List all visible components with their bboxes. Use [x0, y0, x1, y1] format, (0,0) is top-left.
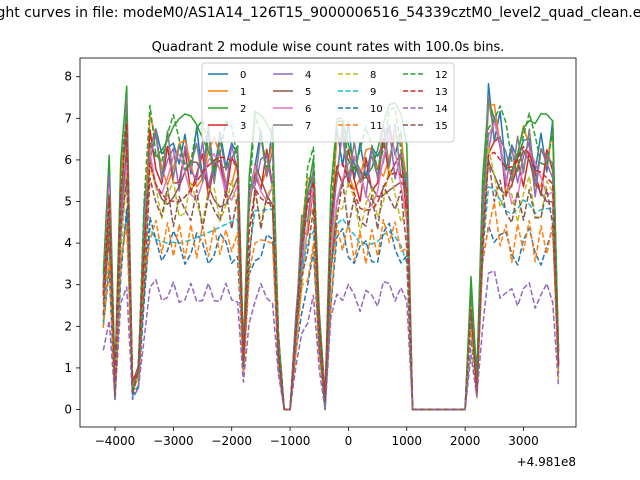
x-tick-label: −3000	[153, 434, 194, 448]
x-tick-label: −4000	[95, 434, 136, 448]
legend-label-4: 4	[305, 70, 311, 81]
x-tick-label: 2000	[450, 434, 481, 448]
x-tick-label: 0	[345, 434, 353, 448]
legend-label-2: 2	[240, 104, 246, 115]
legend-label-9: 9	[370, 87, 376, 98]
y-tick-label: 1	[64, 361, 72, 375]
series-line-2	[102, 85, 560, 411]
axes: −4000 −3000 −2000 −1000 0 1000 2000 30000123456…	[64, 57, 577, 448]
series-line-13	[102, 122, 560, 411]
legend-label-8: 8	[370, 70, 376, 81]
axes-frame	[79, 57, 577, 428]
x-tick-label: −2000	[211, 434, 252, 448]
legend-label-0: 0	[240, 70, 246, 81]
x-tick-label: 3000	[508, 434, 539, 448]
series-group	[102, 82, 560, 411]
legend-label-15: 15	[435, 121, 448, 132]
y-tick-label: 5	[64, 195, 72, 209]
series-line-15	[102, 157, 560, 411]
x-tick-label: 1000	[392, 434, 423, 448]
legend-label-7: 7	[305, 121, 311, 132]
legend-label-5: 5	[305, 87, 311, 98]
chart-suptitle: Light curves in file: modeM0/AS1A14_126T…	[0, 5, 640, 21]
legend-label-1: 1	[240, 87, 246, 98]
legend-label-14: 14	[435, 104, 448, 115]
y-tick-label: 2	[64, 319, 72, 333]
legend-label-12: 12	[435, 70, 448, 81]
y-tick-label: 4	[64, 236, 72, 250]
x-offset-label: +4.981e8	[517, 455, 576, 469]
legend-label-10: 10	[370, 104, 383, 115]
y-tick-label: 3	[64, 278, 72, 292]
legend-label-13: 13	[435, 87, 448, 98]
legend-label-11: 11	[370, 121, 383, 132]
legend-box	[201, 62, 455, 143]
y-tick-label: 6	[64, 153, 72, 167]
series-line-7	[102, 96, 560, 411]
legend-label-3: 3	[240, 121, 246, 132]
chart-title: Quadrant 2 module wise count rates with …	[152, 40, 505, 55]
plot-area	[102, 82, 560, 411]
y-tick-label: 8	[64, 70, 72, 84]
y-tick-label: 7	[64, 111, 72, 125]
legend-label-6: 6	[305, 104, 311, 115]
y-tick-label: 0	[64, 403, 72, 417]
series-line-14	[102, 269, 560, 411]
x-tick-label: −1000	[270, 434, 311, 448]
